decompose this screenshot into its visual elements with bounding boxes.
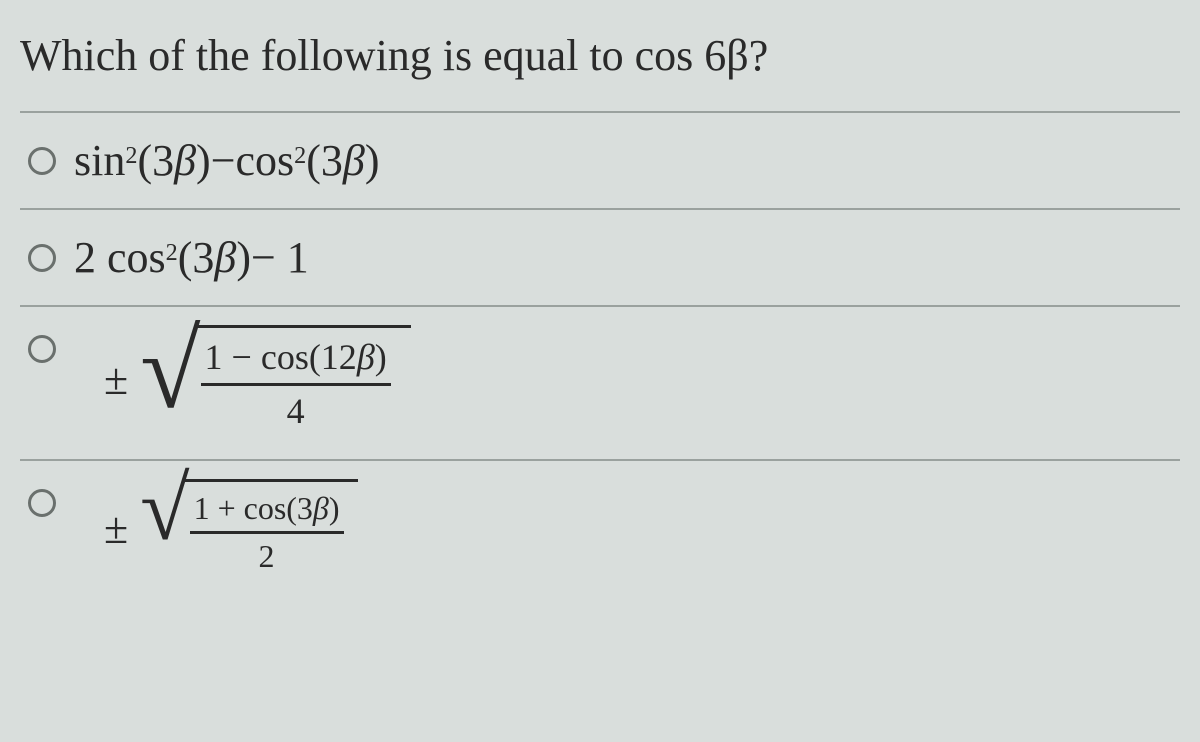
beta-symbol: β	[357, 337, 375, 377]
exponent: 2	[166, 239, 178, 267]
question-suffix: ?	[749, 31, 769, 80]
paren: (3	[137, 135, 174, 186]
numerator: 1 + cos(3β)	[190, 488, 344, 535]
exponent: 2	[125, 142, 137, 170]
paren: )	[236, 232, 251, 283]
fraction: 1 + cos(3β) 2	[190, 488, 344, 578]
exponent: 2	[294, 142, 306, 170]
plus-minus-icon: ±	[104, 354, 128, 405]
sqrt-sign-icon: √	[140, 485, 189, 584]
option-c[interactable]: ± √ 1 − cos(12β) 4	[20, 307, 1180, 461]
paren: (3	[178, 232, 215, 283]
beta-symbol: β	[343, 135, 365, 186]
minus-one: − 1	[251, 232, 309, 283]
radio-icon[interactable]	[28, 489, 56, 517]
term-sin: sin	[74, 135, 125, 186]
question-prefix: Which of the following is equal to	[20, 31, 635, 80]
minus-operator: −	[211, 135, 236, 186]
option-d-expression: ± √ 1 + cos(3β) 2	[104, 479, 358, 578]
numerator-pre: 1 − cos(12	[205, 337, 357, 377]
beta-symbol: β	[313, 490, 329, 526]
numerator-post: )	[329, 490, 340, 526]
option-b-expression: 2 cos2 (3β) − 1	[74, 232, 309, 283]
radio-icon[interactable]	[28, 244, 56, 272]
term-2cos: 2 cos	[74, 232, 166, 283]
radical-icon: √ 1 − cos(12β) 4	[140, 325, 411, 435]
option-a-expression: sin2 (3β) − cos2 (3β)	[74, 135, 380, 186]
fraction: 1 − cos(12β) 4	[201, 334, 391, 435]
numerator-post: )	[375, 337, 387, 377]
question-math: cos 6β	[635, 31, 749, 80]
option-c-expression: ± √ 1 − cos(12β) 4	[104, 325, 411, 435]
radio-icon[interactable]	[28, 335, 56, 363]
term-cos: cos	[236, 135, 295, 186]
numerator-pre: 1 + cos(3	[194, 490, 313, 526]
plus-minus-icon: ±	[104, 503, 128, 554]
beta-symbol: β	[214, 232, 236, 283]
radical-icon: √ 1 + cos(3β) 2	[140, 479, 357, 578]
option-a[interactable]: sin2 (3β) − cos2 (3β)	[20, 113, 1180, 210]
options-list: sin2 (3β) − cos2 (3β) 2 cos2 (3β) − 1 ± …	[20, 113, 1180, 602]
numerator: 1 − cos(12β)	[201, 334, 391, 386]
option-d[interactable]: ± √ 1 + cos(3β) 2	[20, 461, 1180, 602]
radio-icon[interactable]	[28, 147, 56, 175]
option-b[interactable]: 2 cos2 (3β) − 1	[20, 210, 1180, 307]
denominator: 4	[287, 386, 305, 435]
paren: )	[365, 135, 380, 186]
denominator: 2	[259, 534, 275, 578]
beta-symbol: β	[174, 135, 196, 186]
question-text: Which of the following is equal to cos 6…	[20, 30, 1180, 113]
sqrt-sign-icon: √	[140, 335, 200, 445]
paren: (3	[306, 135, 343, 186]
paren: )	[196, 135, 211, 186]
